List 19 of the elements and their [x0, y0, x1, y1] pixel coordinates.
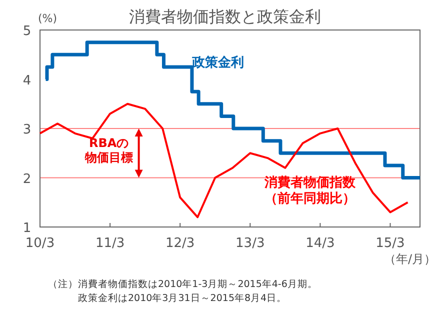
annotation: RBAの物価目標	[84, 136, 133, 165]
x-tick-label: 13/3	[236, 236, 265, 251]
x-tick-label: 15/3	[376, 236, 405, 251]
y-tick-label: 4	[22, 73, 32, 88]
x-tick-label: 14/3	[306, 236, 335, 251]
y-axis-title: (%)	[38, 12, 58, 25]
y-tick-label: 2	[22, 172, 32, 187]
x-axis-title: （年/月）	[384, 252, 436, 266]
x-tick-label: 12/3	[165, 236, 195, 251]
x-tick-label: 11/3	[95, 236, 125, 251]
y-tick-label: 5	[22, 24, 32, 39]
text: （注）消費者物価指数は2010年1-3月期～2015年4-6月期。	[48, 278, 318, 290]
chart-title: 消費者物価指数と政策金利	[129, 7, 321, 26]
text: 政策金利は2010年3月31日～2015年8月4日。	[48, 292, 287, 304]
series-label: 政策金利	[191, 54, 244, 71]
y-tick-label: 1	[22, 221, 32, 236]
series-label: 消費者物価指数（前年同期比）	[263, 176, 356, 206]
y-tick-label: 3	[22, 122, 32, 138]
x-tick-label: 10/3	[25, 236, 55, 251]
